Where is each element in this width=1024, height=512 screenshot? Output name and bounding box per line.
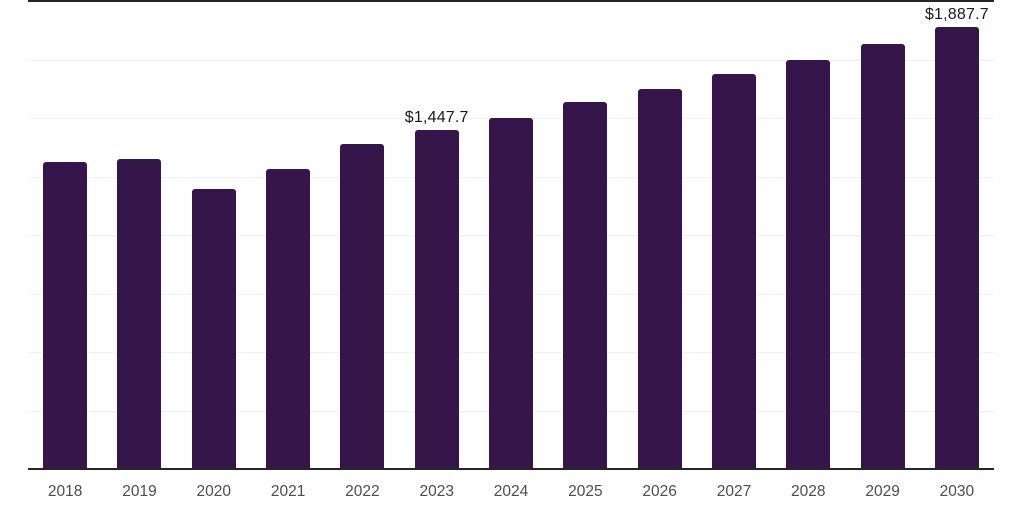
x-tick-label: 2024: [493, 483, 529, 500]
bar-group: [771, 1, 845, 469]
bar-group: [325, 1, 399, 469]
bar-group: [28, 1, 102, 469]
x-axis-line: [28, 468, 994, 470]
bar-2023[interactable]: [414, 130, 459, 469]
bar-group: [623, 1, 697, 469]
bar-2024[interactable]: [489, 118, 534, 469]
plot-top-border: [28, 0, 994, 2]
bar-2030[interactable]: [934, 27, 979, 469]
x-tick-label: 2026: [642, 483, 677, 500]
bar-group: $1,887.7: [920, 1, 994, 469]
bar-group: [845, 1, 919, 469]
bar-2018[interactable]: [43, 162, 88, 469]
bar-group: [548, 1, 622, 469]
bar-2020[interactable]: [191, 188, 236, 469]
bar-2019[interactable]: [117, 158, 162, 469]
x-tick-label: 2030: [939, 483, 975, 500]
bar-2029[interactable]: [860, 44, 905, 469]
bar-2026[interactable]: [637, 88, 682, 469]
bar-value-label: $1,887.7: [924, 6, 989, 24]
bar-2027[interactable]: [711, 74, 756, 469]
bar-group: [474, 1, 548, 469]
bar-2022[interactable]: [340, 143, 385, 469]
x-tick-label: 2023: [419, 483, 454, 500]
x-tick-label: 2022: [345, 483, 380, 500]
x-axis-tick-labels: 2018 2019 2020 2021 2022 2023 2024 2025 2026 2027…: [28, 470, 994, 500]
bar-2025[interactable]: [563, 102, 608, 469]
x-tick-label: 2028: [791, 483, 826, 500]
bars-row: $1,447.7 $1,887.7: [28, 1, 994, 469]
x-tick-label: 2020: [196, 483, 232, 500]
x-tick-label: 2025: [568, 483, 603, 500]
bar-group: $1,447.7: [400, 1, 474, 469]
bar-group: [102, 1, 176, 469]
x-tick-label: 2021: [270, 483, 306, 500]
gridline: [28, 59, 994, 61]
x-tick-label: 2029: [865, 483, 900, 500]
bar-group: [697, 1, 771, 469]
bar-2021[interactable]: [266, 169, 311, 469]
bar-group: [177, 1, 251, 469]
bar-value-label: $1,447.7: [404, 109, 469, 127]
x-tick-label: 2018: [47, 483, 83, 500]
bar-2028[interactable]: [786, 59, 831, 469]
x-tick-label: 2027: [716, 483, 752, 500]
x-tick-label: 2019: [122, 483, 157, 500]
bar-group: [251, 1, 325, 469]
